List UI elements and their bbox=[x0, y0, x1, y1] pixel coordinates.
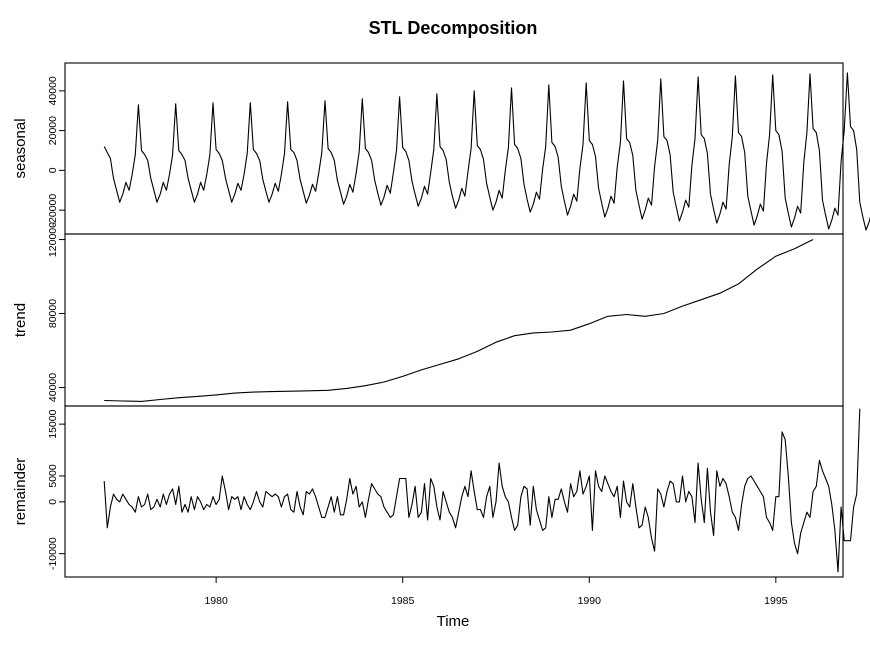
remainder-panel-frame bbox=[64, 405, 844, 578]
panel-seasonal: -20000 0 20000 40000 seasonal bbox=[12, 62, 870, 235]
x-axis-label: Time bbox=[437, 613, 470, 630]
remainder-y-tick-label: 0 bbox=[47, 499, 59, 505]
x-tick-label: 1995 bbox=[764, 595, 788, 607]
trend-y-tick-label: 120000 bbox=[47, 222, 59, 257]
seasonal-series-line bbox=[103, 72, 870, 231]
chart-title: STL Decomposition bbox=[369, 18, 538, 38]
x-axis: 1980 1985 1990 1995 bbox=[204, 577, 788, 607]
remainder-y-tick-label: -10000 bbox=[47, 537, 59, 570]
seasonal-y-tick-label: 0 bbox=[47, 167, 59, 173]
panels-group: -20000 0 20000 40000 seasonal 40000 80000 12000… bbox=[12, 62, 870, 578]
remainder-y-tick-label: 5000 bbox=[47, 464, 59, 488]
seasonal-y-tick-label: 40000 bbox=[47, 76, 59, 105]
trend-panel-frame bbox=[64, 233, 844, 407]
x-tick-label: 1980 bbox=[204, 595, 228, 607]
trend-axis-label: trend bbox=[12, 303, 29, 337]
x-tick-label: 1985 bbox=[391, 595, 415, 607]
panel-remainder: -10000 0 5000 15000 remainder bbox=[12, 405, 861, 578]
panel-trend: 40000 80000 120000 trend bbox=[12, 222, 844, 407]
seasonal-y-tick-label: 20000 bbox=[47, 116, 59, 145]
remainder-y-tick-label: 15000 bbox=[47, 409, 59, 438]
remainder-series-line bbox=[103, 408, 861, 573]
trend-y-tick-label: 80000 bbox=[47, 299, 59, 328]
remainder-axis-label: remainder bbox=[12, 458, 29, 526]
trend-series-line bbox=[104, 239, 814, 402]
seasonal-y-tick-label: -20000 bbox=[47, 194, 59, 227]
seasonal-axis-label: seasonal bbox=[12, 118, 29, 178]
trend-y-tick-label: 40000 bbox=[47, 373, 59, 402]
x-tick-label: 1990 bbox=[578, 595, 602, 607]
